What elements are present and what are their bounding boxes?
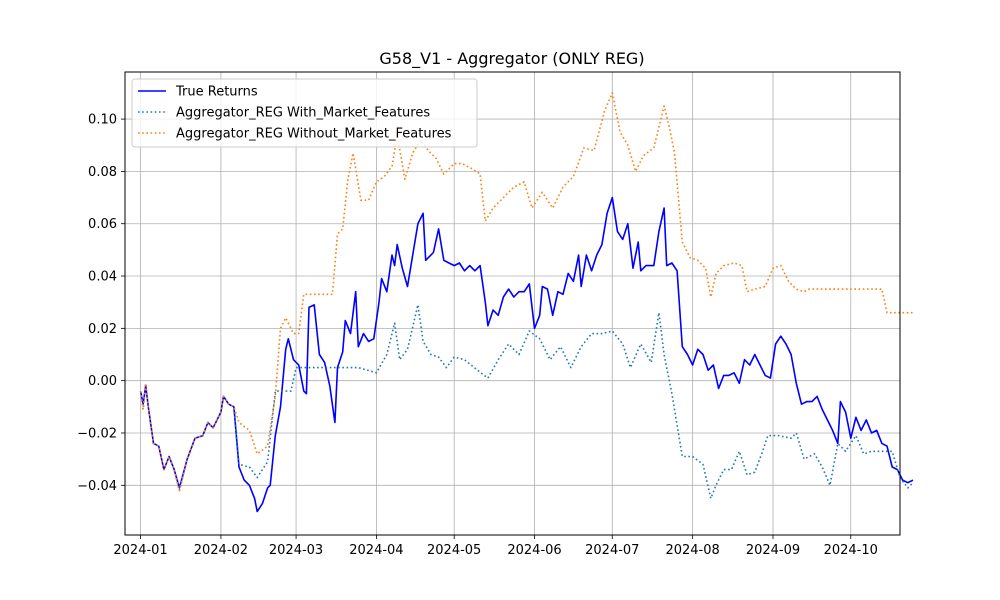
series-line-2 <box>139 92 913 492</box>
legend-label-2: Aggregator_REG Without_Market_Features <box>176 127 452 142</box>
legend-label-0: True Returns <box>175 85 258 100</box>
x-tick-label: 2024-06 <box>507 543 561 558</box>
x-tick-label: 2024-02 <box>194 543 248 558</box>
y-tick-label: −0.04 <box>77 479 117 494</box>
chart-title: G58_V1 - Aggregator (ONLY REG) <box>379 49 644 69</box>
legend-box <box>131 78 478 148</box>
x-tick-label: 2024-08 <box>665 543 719 558</box>
y-tick-label: −0.02 <box>77 426 117 441</box>
y-tick-label: 0.02 <box>88 322 117 337</box>
x-tick-label: 2024-04 <box>349 543 403 558</box>
series-line-0 <box>139 196 914 513</box>
y-tick-label: 0.04 <box>88 270 117 285</box>
y-tick-label: 0.06 <box>88 217 117 232</box>
series-line-1 <box>139 304 914 500</box>
x-tick-label: 2024-01 <box>113 543 167 558</box>
x-tick-label: 2024-09 <box>746 543 800 558</box>
legend-label-1: Aggregator_REG With_Market_Features <box>176 106 430 121</box>
x-tick-label: 2024-03 <box>269 543 323 558</box>
plot-frame <box>124 71 901 536</box>
x-tick-label: 2024-07 <box>585 543 639 558</box>
legend: True Returns Aggregator_REG With_Market_F… <box>131 78 478 148</box>
y-tick-label: 0.08 <box>88 165 117 180</box>
y-tick-label: 0.10 <box>88 113 117 128</box>
y-axis: −0.04 −0.02 0.00 0.02 0.04 0.06 0.08 0.10 <box>77 113 125 494</box>
grid <box>125 72 900 535</box>
y-tick-label: 0.00 <box>88 374 117 389</box>
series-layer <box>139 92 914 513</box>
x-tick-label: 2024-05 <box>427 543 481 558</box>
x-tick-label: 2024-10 <box>824 543 878 558</box>
x-axis: 2024-01 2024-02 2024-03 2024-04 2024-05 2024-… <box>113 535 878 558</box>
